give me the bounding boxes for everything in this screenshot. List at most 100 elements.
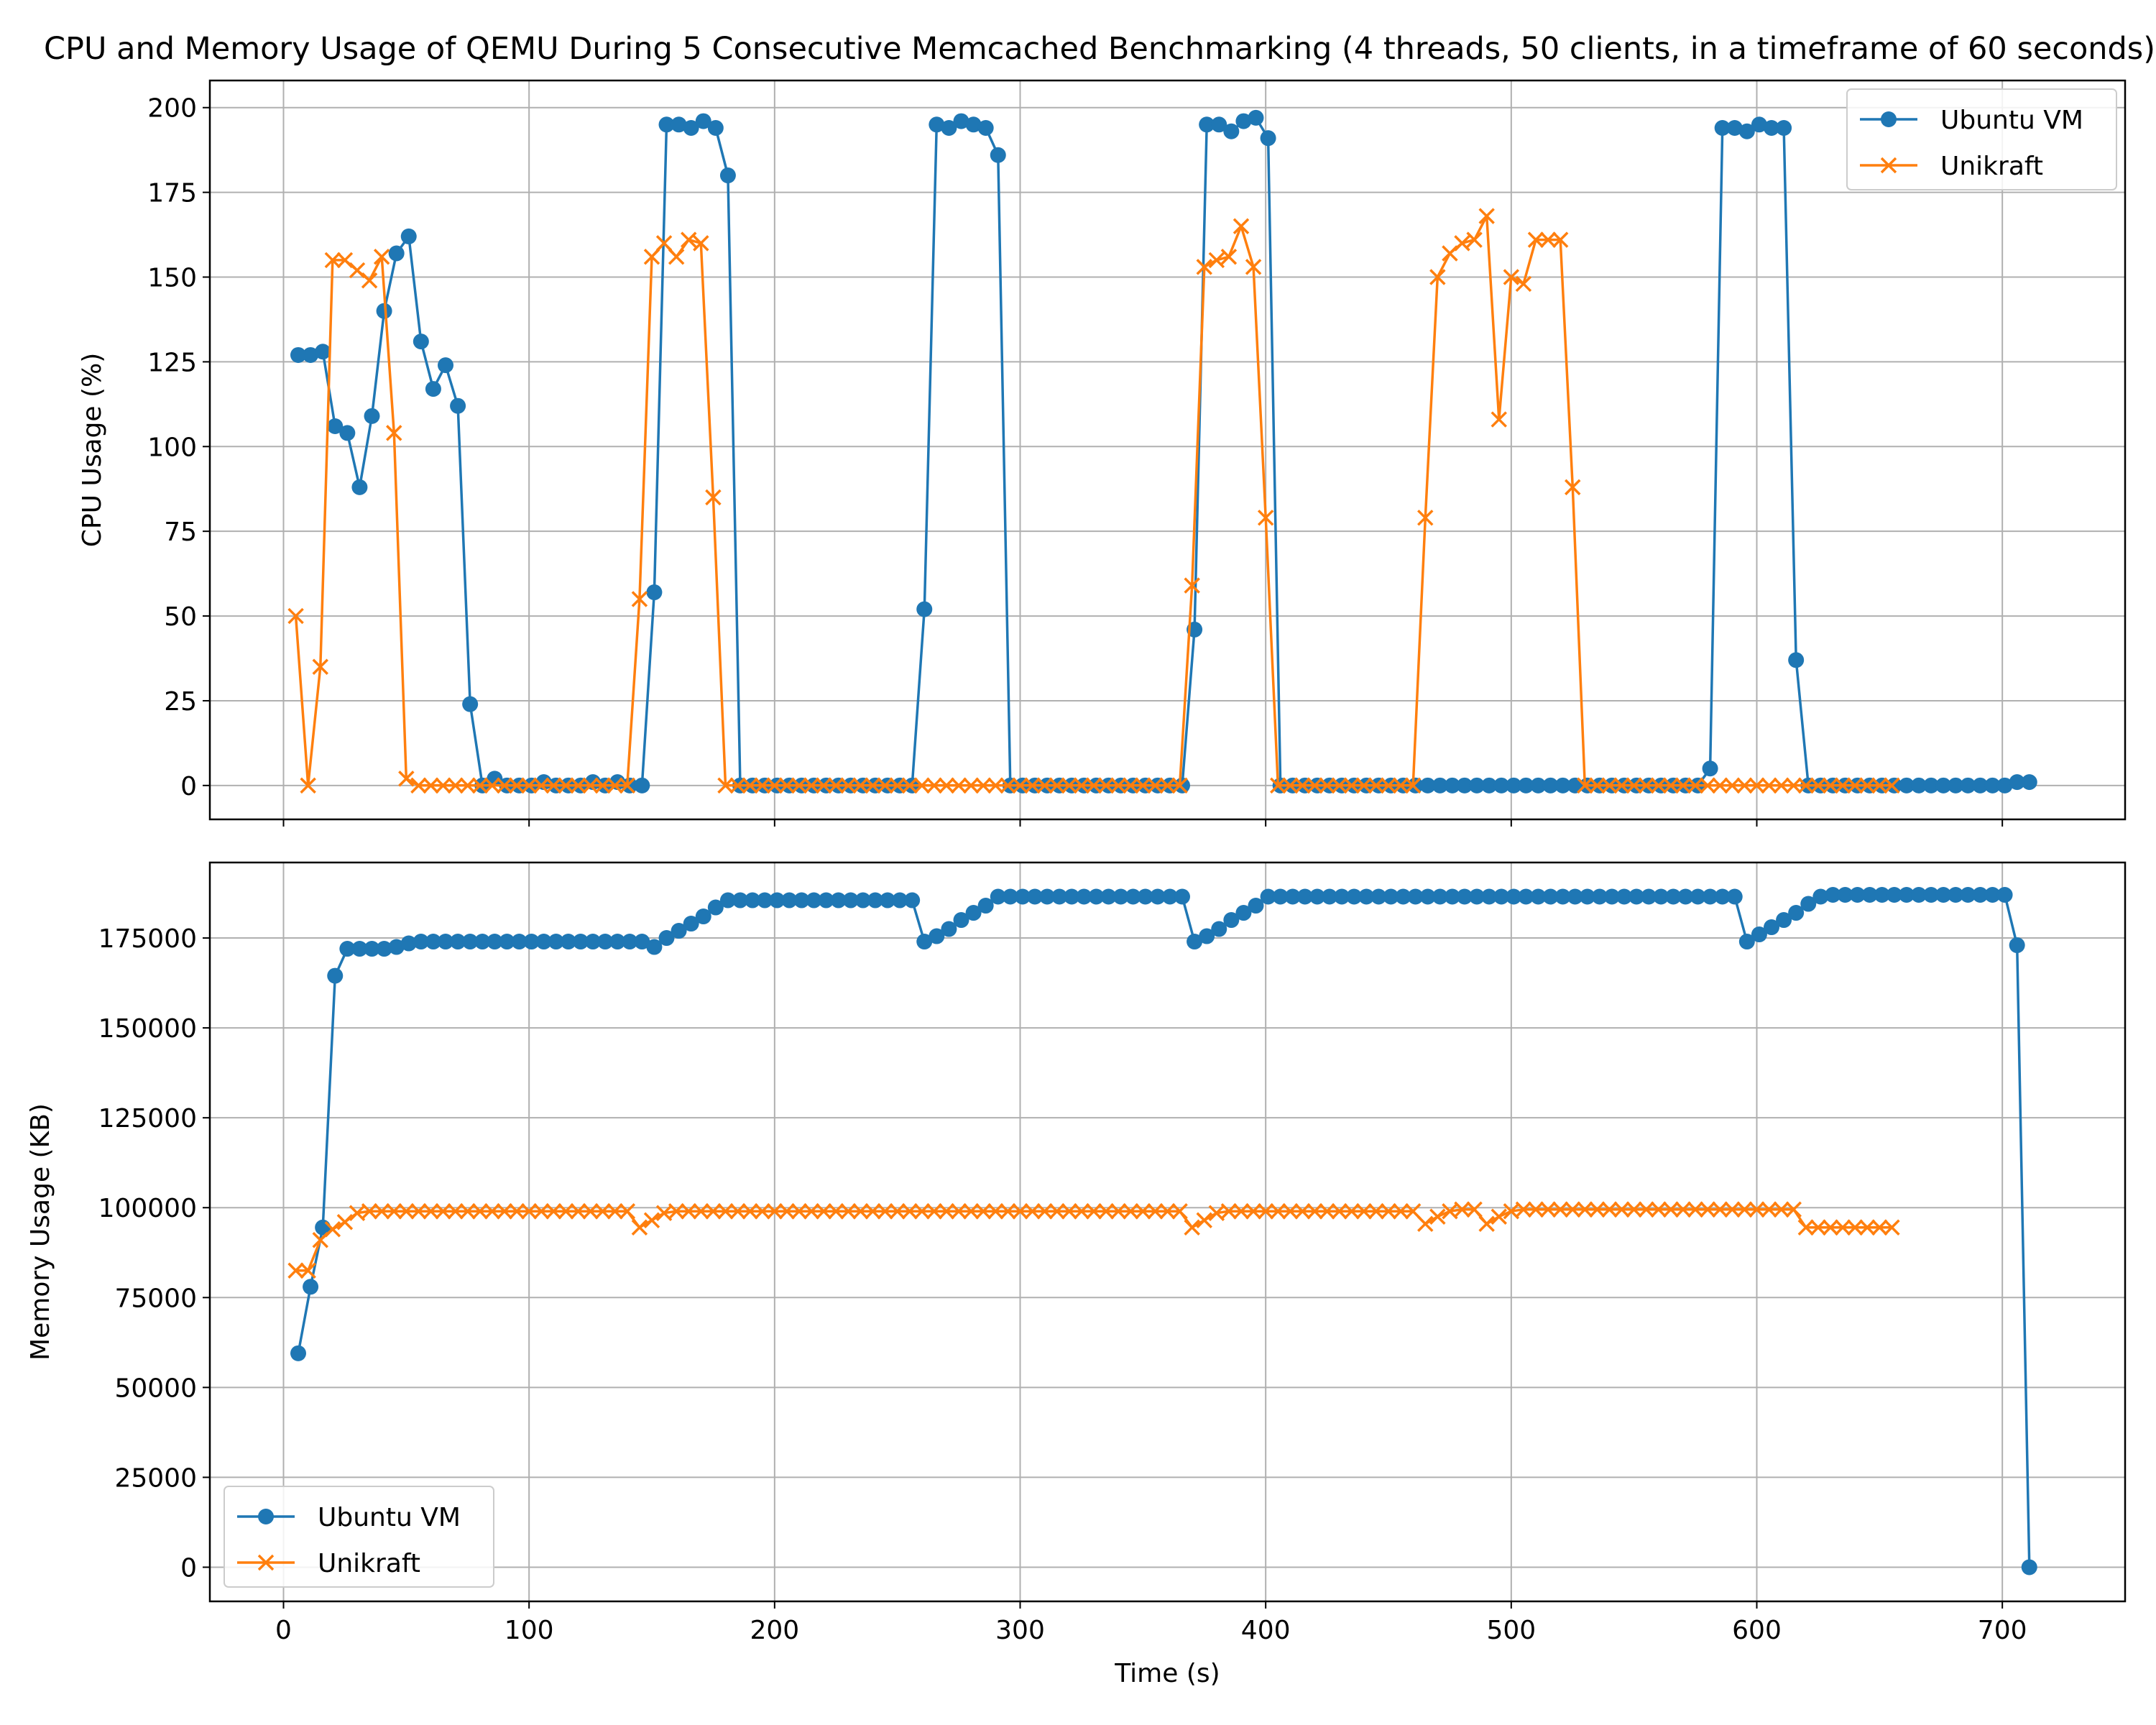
- data-point: [975, 1203, 992, 1220]
- data-point: [1738, 123, 1755, 139]
- data-point: [1884, 1219, 1900, 1236]
- data-point: [1012, 1203, 1028, 1220]
- data-point: [1577, 777, 1593, 794]
- data-point: [806, 892, 822, 908]
- data-point: [1024, 777, 1041, 794]
- data-point: [1736, 777, 1753, 794]
- data-point: [707, 899, 724, 916]
- data-point: [1638, 777, 1654, 794]
- data-point: [1211, 921, 1227, 937]
- data-point: [585, 934, 601, 950]
- data-point: [1589, 777, 1606, 794]
- data-point: [707, 120, 724, 137]
- data-point: [1097, 777, 1115, 794]
- data-point: [423, 777, 439, 794]
- data-point: [1257, 510, 1274, 526]
- data-point: [1235, 113, 1252, 129]
- x-tick-label: 0: [275, 1616, 292, 1645]
- data-point: [1257, 1203, 1274, 1220]
- data-point: [1417, 1215, 1434, 1232]
- data-point: [742, 777, 758, 794]
- data-point: [1749, 1201, 1765, 1218]
- data-point: [889, 1203, 906, 1220]
- x-tick-label: 200: [750, 1616, 799, 1645]
- data-point: [646, 584, 663, 601]
- data-point: [413, 334, 429, 350]
- data-point: [315, 344, 331, 360]
- data-point: [913, 1203, 931, 1220]
- y-tick-label: 125: [147, 348, 197, 377]
- data-point: [520, 777, 538, 794]
- data-point: [410, 1203, 427, 1220]
- data-point: [1294, 777, 1311, 794]
- data-point: [303, 1279, 319, 1295]
- data-point: [990, 147, 1006, 163]
- data-point: [349, 262, 366, 279]
- data-point: [1542, 888, 1559, 905]
- data-point: [693, 235, 709, 252]
- data-point: [609, 934, 626, 950]
- data-point: [1948, 777, 1964, 794]
- data-point: [668, 1203, 685, 1220]
- data-point: [1884, 777, 1900, 794]
- data-point: [351, 479, 368, 495]
- data-point: [1223, 912, 1240, 929]
- data-point: [1171, 1203, 1188, 1220]
- data-point: [1935, 777, 1952, 794]
- plot-frame: [208, 79, 2127, 821]
- data-point: [290, 346, 306, 363]
- data-point: [941, 120, 957, 137]
- data-point: [1137, 888, 1153, 905]
- data-point: [1788, 905, 1805, 921]
- data-point: [511, 934, 528, 950]
- y-tick-label: 25000: [114, 1463, 197, 1493]
- data-point: [1503, 269, 1520, 285]
- data-point: [634, 934, 650, 950]
- data-point: [1444, 777, 1460, 794]
- data-point: [791, 1203, 808, 1220]
- data-point: [1233, 218, 1250, 235]
- data-point: [889, 777, 906, 794]
- data-point: [471, 1203, 489, 1220]
- data-point: [1565, 1201, 1581, 1218]
- data-point: [484, 1203, 501, 1220]
- data-point: [926, 777, 943, 794]
- data-point: [1112, 888, 1129, 905]
- data-point: [496, 777, 513, 794]
- data-point: [1665, 888, 1682, 905]
- data-point: [681, 231, 697, 248]
- data-point: [622, 777, 638, 794]
- data-point: [1984, 887, 2001, 903]
- data-point: [1220, 1203, 1238, 1220]
- data-point: [1049, 1203, 1065, 1220]
- data-point: [892, 892, 908, 908]
- data-point: [597, 934, 614, 950]
- data-point: [828, 1203, 844, 1220]
- data-point: [950, 777, 967, 794]
- y-tick-label: 75000: [114, 1284, 197, 1313]
- data-point: [1024, 1203, 1041, 1220]
- data-point: [1515, 1201, 1532, 1218]
- data-point: [693, 1203, 709, 1220]
- data-point: [462, 696, 479, 712]
- data-point: [668, 248, 685, 265]
- data-point: [1478, 1215, 1495, 1232]
- data-point: [1603, 888, 1620, 905]
- data-point: [1051, 888, 1068, 905]
- data-point: [754, 1203, 770, 1220]
- data-point: [1478, 208, 1495, 224]
- data-point: [361, 272, 378, 289]
- legend: Ubuntu VM Unikraft: [224, 1486, 494, 1588]
- data-point: [1861, 887, 1878, 903]
- data-point: [1506, 888, 1522, 905]
- data-point: [1331, 777, 1348, 794]
- legend-item: Unikraft: [237, 1549, 420, 1578]
- legend-label: Ubuntu VM: [318, 1503, 461, 1532]
- data-point: [1712, 1201, 1728, 1218]
- data-point: [1343, 777, 1360, 794]
- data-point: [1407, 888, 1424, 905]
- legend-marker: [257, 1554, 275, 1571]
- data-point: [1174, 777, 1190, 794]
- data-point: [1773, 1201, 1789, 1218]
- data-point: [1272, 888, 1289, 905]
